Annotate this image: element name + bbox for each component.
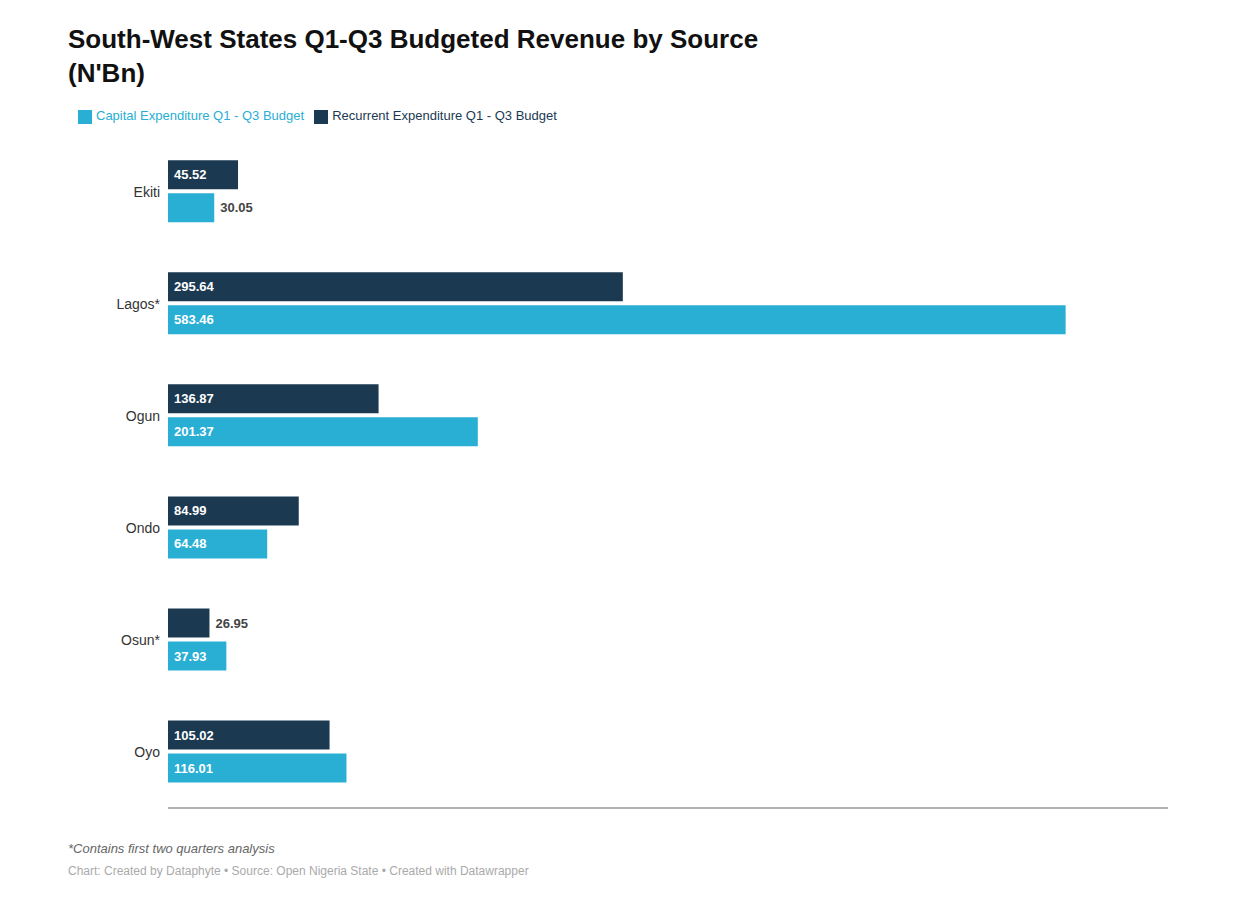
svg-text:Ogun: Ogun — [126, 408, 160, 424]
svg-text:64.48: 64.48 — [174, 536, 207, 551]
svg-text:45.52: 45.52 — [174, 167, 207, 182]
svg-text:Lagos*: Lagos* — [116, 296, 160, 312]
svg-text:Ondo: Ondo — [126, 520, 160, 536]
svg-text:84.99: 84.99 — [174, 503, 207, 518]
svg-text:Oyo: Oyo — [134, 744, 160, 760]
html-text:Capital Expenditure Q1 - Q3 Bu: Capital Expenditure Q1 - Q3 Budget — [96, 108, 305, 123]
svg-text:136.87: 136.87 — [174, 391, 214, 406]
svg-text:295.64: 295.64 — [174, 279, 215, 294]
html-text:(N'Bn): (N'Bn) — [68, 58, 145, 88]
svg-text:116.01: 116.01 — [174, 761, 213, 776]
html-text:South-West States Q1-Q3 Budget: South-West States Q1-Q3 Budgeted Revenue… — [68, 24, 759, 54]
html-text:Recurrent Expenditure Q1 - Q3: Recurrent Expenditure Q1 - Q3 Budget — [332, 108, 557, 123]
svg-text:201.37: 201.37 — [174, 424, 214, 439]
svg-text:105.02: 105.02 — [174, 728, 214, 743]
svg-text:37.93: 37.93 — [174, 649, 207, 664]
svg-text:Osun*: Osun* — [121, 632, 160, 648]
svg-text:26.95: 26.95 — [215, 616, 248, 631]
svg-text:Ekiti: Ekiti — [134, 184, 160, 200]
html-text:*Contains first two quarters a: *Contains first two quarters analysis — [68, 841, 275, 856]
svg-text:30.05: 30.05 — [220, 200, 253, 215]
html-text:Chart: Created by Dataphyte •: Chart: Created by Dataphyte • Source: Op… — [68, 864, 529, 878]
svg-text:583.46: 583.46 — [174, 312, 214, 327]
